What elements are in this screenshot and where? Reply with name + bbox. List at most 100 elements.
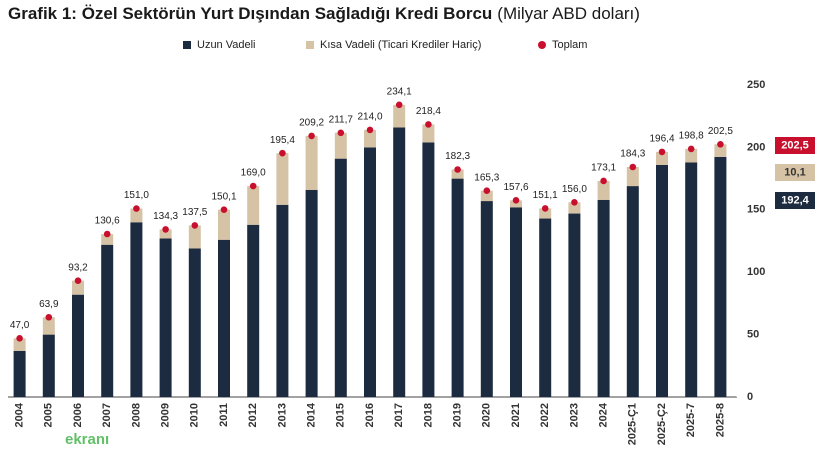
bar-segment [72,280,84,295]
data-label: 218,4 [416,106,441,117]
data-label: 137,5 [182,207,207,218]
data-label: 151,1 [533,190,558,201]
bar-segment [685,148,698,163]
bar-segment [364,129,376,148]
total-dot [133,205,140,212]
x-tick-label: 2023 [568,403,580,427]
x-tick-label: 2025-Ç2 [656,403,668,445]
x-tick-label: 2016 [364,403,376,427]
data-label: 130,6 [95,216,120,227]
end-label-box [775,164,815,181]
total-dot [337,129,345,137]
total-dot [366,126,374,134]
total-dot [74,277,82,284]
watermark: ekranı [65,431,109,448]
data-label: 156,0 [562,184,587,195]
bar-segment [305,135,318,190]
y-tick-label: 0 [747,391,753,403]
x-tick-label: 2022 [539,403,551,427]
bar-segment [539,208,552,219]
legend-swatch [183,41,191,49]
bar-segment [364,147,376,397]
bar-segment [101,244,114,397]
total-dot [279,149,286,157]
data-label: 184,3 [620,149,645,160]
bar-segment [568,213,581,397]
legend-label: Kısa Vadeli (Ticari Krediler Hariç) [320,39,481,51]
total-dot [16,335,23,342]
x-tick-label: 2019 [452,403,464,427]
bar-segment [13,350,26,397]
total-dot [629,163,637,171]
legend-label: Uzun Vadeli [197,39,256,51]
y-tick-label: 100 [747,266,765,278]
end-label: 192,4 [781,194,809,206]
data-label: 196,4 [649,134,674,145]
data-label: 202,5 [708,126,733,137]
bar-segment [568,202,581,214]
x-tick-label: 2025-Ç1 [627,403,639,445]
bar-segment [422,142,435,397]
bar-segment [305,189,318,397]
bar-segment [393,104,406,128]
total-dot [162,226,169,233]
total-dot [687,145,695,153]
end-label-box [775,192,815,209]
end-label: 10,1 [784,166,805,178]
data-label: 173,1 [591,163,616,174]
bar-segment [247,186,260,225]
data-label: 169,0 [241,168,266,179]
bar-segment [159,238,172,397]
x-tick-label: 2004 [14,402,26,427]
x-tick-label: 2024 [598,402,610,427]
total-dot [541,205,549,212]
bar-segment [656,164,668,397]
total-dot [717,140,724,148]
total-dot [249,182,257,190]
total-dot [220,206,228,213]
bar-segment [451,169,464,179]
y-tick-label: 50 [747,329,759,341]
bar-segment [159,229,172,239]
x-tick-label: 2005 [43,403,55,427]
x-tick-label: 2018 [422,403,434,427]
x-tick-label: 2008 [130,403,142,427]
bar-segment [539,218,552,397]
chart-title: Grafik 1: Özel Sektörün Yurt Dışından Sa… [8,4,640,23]
x-tick-label: 2007 [101,403,113,427]
bar-segment [714,144,727,157]
data-label: 93,2 [68,262,88,273]
y-tick-label: 250 [747,79,765,91]
bar-segment [218,209,230,240]
legend: Uzun Vadeli Kısa Vadeli (Ticari Krediler … [183,39,587,51]
bar-segment [130,208,143,223]
data-label: 165,3 [474,172,499,183]
bar-segment [334,132,347,159]
bar-segment [480,190,493,202]
total-dot [571,199,578,206]
bar-segment [626,186,639,397]
bar-segment [42,334,55,397]
data-label: 195,4 [270,135,295,146]
title: Grafik 1: Özel Sektörün Yurt Dışından Sa… [8,4,492,23]
data-label: 47,0 [10,320,30,331]
x-tick-label: 2025-8 [714,403,726,437]
bar-segment [334,158,347,397]
x-tick-label: 2014 [306,402,318,427]
data-label: 198,8 [679,131,704,142]
bar-segment [218,239,230,397]
data-label: 157,6 [503,182,528,193]
total-dot [483,187,491,195]
data-label: 63,9 [39,299,59,310]
total-dot [425,121,432,128]
data-label: 214,0 [357,112,382,123]
total-dot [308,132,315,140]
bar-segment [130,222,143,397]
data-label: 234,1 [387,86,412,97]
end-label-box [775,137,815,154]
total-dot [600,177,607,185]
bar-segment [276,204,289,397]
data-label: 182,3 [445,151,470,162]
data-label: 211,7 [329,114,354,125]
